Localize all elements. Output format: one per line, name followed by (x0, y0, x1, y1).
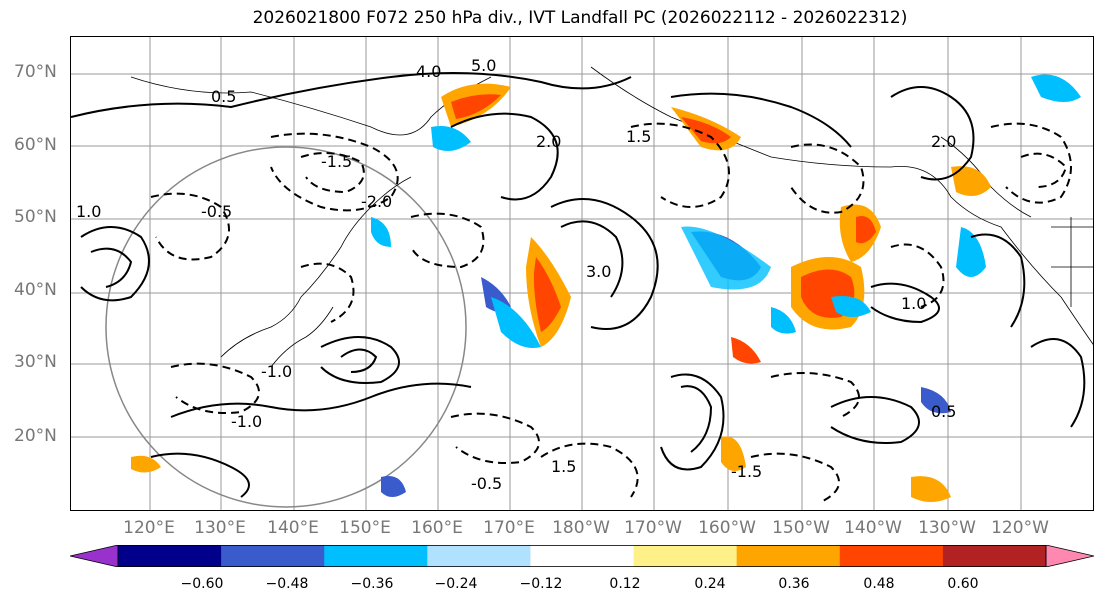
lon-label-120w: 120°W (991, 518, 1049, 538)
colorbar-segment (839, 545, 944, 567)
colorbar-border (117, 545, 1047, 567)
colorbar-tick: 0.60 (947, 576, 979, 592)
lat-label-60n: 60°N (14, 135, 57, 155)
contour-label: -1.5 (731, 462, 762, 481)
colorbar-segment (633, 545, 738, 567)
lon-label-130w: 130°W (918, 518, 976, 538)
colorbar-segment (118, 545, 222, 567)
lat-label-30n: 30°N (14, 352, 57, 372)
lat-label-70n: 70°N (14, 62, 57, 82)
colorbar-tick: −0.36 (350, 576, 394, 592)
colorbar-tick: −0.48 (265, 576, 309, 592)
contour-label: 0.5 (931, 402, 956, 421)
contour-label: 1.5 (626, 127, 651, 146)
colorbar-segment (530, 545, 635, 567)
contour-label: -1.0 (261, 362, 292, 381)
contour-label: 3.0 (586, 262, 611, 281)
lon-label-140w: 140°W (844, 518, 902, 538)
lat-label-20n: 20°N (14, 426, 57, 446)
map-panel: 1.0 0.5 -0.5 5.0 4.0 2.0 -2.0 -1.5 1.5 -… (70, 36, 1094, 511)
landfall-radius-circle (105, 146, 467, 508)
lon-label-180w: 180°W (552, 518, 610, 538)
divergence-shading (131, 74, 1081, 502)
contour-label: -0.5 (201, 202, 232, 221)
contour-label: 1.0 (901, 294, 926, 313)
contour-label: 1.0 (76, 202, 101, 221)
contour-label: -1.5 (321, 152, 352, 171)
colorbar-segment (736, 545, 841, 567)
lon-label-160w: 160°W (698, 518, 756, 538)
colorbar-extension-low (70, 545, 119, 567)
lat-label-50n: 50°N (14, 207, 57, 227)
colorbar-segment (221, 545, 325, 567)
contour-label: 1.5 (551, 457, 576, 476)
lon-label-130e: 130°E (194, 518, 246, 538)
contour-label: 2.0 (536, 132, 561, 151)
colorbar (70, 545, 1094, 567)
colorbar-tick: −0.24 (434, 576, 478, 592)
colorbar-segment (942, 545, 1047, 567)
colorbar-tick: 0.48 (863, 576, 895, 592)
negative-contours (150, 122, 1072, 503)
contour-labels: 1.0 0.5 -0.5 5.0 4.0 2.0 -2.0 -1.5 1.5 -… (76, 56, 956, 493)
colorbar-segment (324, 545, 428, 567)
contour-label: -2.0 (361, 192, 392, 211)
positive-contours (71, 72, 1086, 498)
lon-label-150w: 150°W (772, 518, 830, 538)
graticule (71, 37, 1093, 510)
lon-label-170e: 170°E (483, 518, 535, 538)
contour-label: 5.0 (471, 56, 496, 75)
lon-label-150e: 150°E (339, 518, 391, 538)
contour-label: 4.0 (416, 62, 441, 81)
lon-label-160e: 160°E (411, 518, 463, 538)
contour-label: 2.0 (931, 132, 956, 151)
coastlines (130, 66, 1093, 368)
colorbar-tick: 0.24 (694, 576, 726, 592)
lon-label-140e: 140°E (267, 518, 319, 538)
colorbar-tick: −0.12 (519, 576, 563, 592)
contour-label: 0.5 (211, 87, 236, 106)
lat-label-40n: 40°N (14, 280, 57, 300)
colorbar-extension-high (1045, 545, 1094, 567)
colorbar-tick: 0.36 (778, 576, 810, 592)
colorbar-tick: −0.60 (180, 576, 224, 592)
map-title: 2026021800 F072 250 hPa div., IVT Landfa… (252, 8, 908, 28)
lon-label-120e: 120°E (123, 518, 175, 538)
contour-label: -1.0 (231, 412, 262, 431)
colorbar-segment (427, 545, 531, 567)
contour-label: -0.5 (471, 474, 502, 493)
colorbar-tick: 0.12 (609, 576, 641, 592)
map-canvas: 1.0 0.5 -0.5 5.0 4.0 2.0 -2.0 -1.5 1.5 -… (71, 37, 1093, 510)
lon-label-170w: 170°W (624, 518, 682, 538)
